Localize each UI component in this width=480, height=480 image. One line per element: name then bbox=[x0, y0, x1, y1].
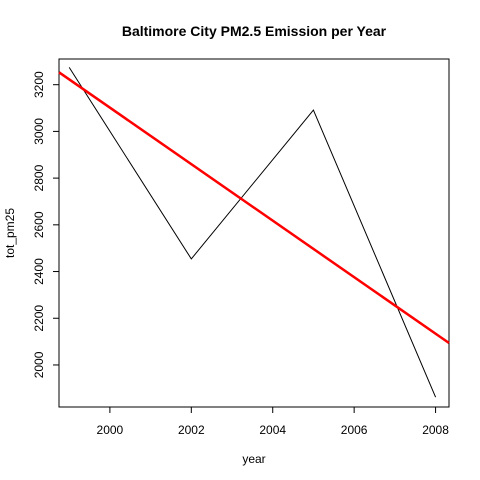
y-axis: 2000 2200 2400 2600 2800 3000 3200 bbox=[32, 71, 60, 378]
x-axis-label: year bbox=[242, 452, 265, 466]
series-layer bbox=[58, 67, 450, 398]
x-tick-label: 2004 bbox=[259, 423, 286, 437]
y-tick-label: 2000 bbox=[32, 351, 46, 378]
x-axis: 2000 2002 2004 2006 2008 bbox=[97, 406, 449, 437]
y-tick-label: 2600 bbox=[32, 211, 46, 238]
y-tick-label: 2800 bbox=[32, 164, 46, 191]
data-line bbox=[68, 67, 437, 398]
chart-title: Baltimore City PM2.5 Emission per Year bbox=[122, 23, 387, 39]
y-tick-label: 3200 bbox=[32, 71, 46, 98]
x-tick-label: 2002 bbox=[178, 423, 205, 437]
x-tick-label: 2006 bbox=[341, 423, 368, 437]
x-tick-label: 2000 bbox=[97, 423, 124, 437]
plot-box bbox=[58, 58, 450, 408]
y-tick-label: 3000 bbox=[32, 118, 46, 145]
y-axis-label: tot_pm25 bbox=[3, 208, 17, 258]
trend-line bbox=[58, 71, 450, 345]
y-tick-label: 2200 bbox=[32, 305, 46, 332]
y-tick-label: 2400 bbox=[32, 258, 46, 285]
x-tick-label: 2008 bbox=[422, 423, 449, 437]
